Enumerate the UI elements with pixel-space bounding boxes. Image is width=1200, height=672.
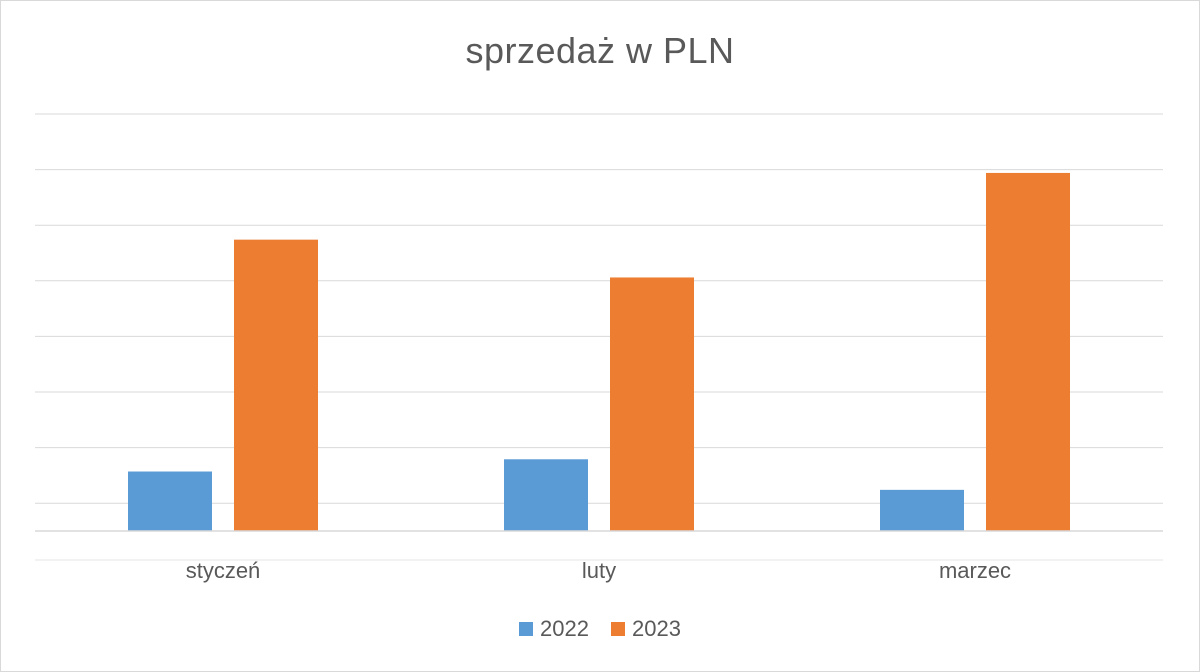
bar-2022-0	[128, 471, 212, 531]
bars	[128, 172, 1070, 531]
bar-2023-2	[986, 172, 1070, 531]
legend-swatch-2023	[611, 622, 625, 636]
legend: 2022 2023	[0, 616, 1200, 642]
legend-item-2022: 2022	[519, 616, 589, 642]
chart-title: sprzedaż w PLN	[465, 30, 735, 71]
bar-2022-2	[880, 489, 964, 531]
gridlines	[35, 113, 1163, 561]
legend-swatch-2022	[519, 622, 534, 636]
legend-label-2023: 2023	[632, 616, 681, 641]
bar-2023-0	[234, 239, 318, 531]
category-label: luty	[581, 558, 617, 583]
bar-2023-1	[610, 277, 694, 531]
category-label: marzec	[938, 558, 1012, 583]
category-label: styczeń	[185, 558, 261, 583]
legend-label-2022: 2022	[540, 616, 589, 641]
legend-item-2023: 2023	[611, 616, 681, 642]
bar-2022-1	[504, 459, 588, 531]
